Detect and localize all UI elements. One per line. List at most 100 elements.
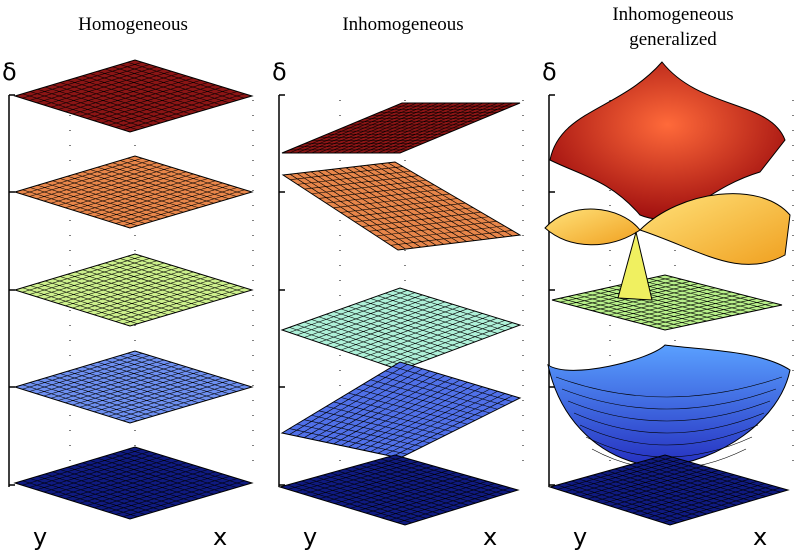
mesh-line: [387, 162, 513, 237]
y-axis-label: y: [33, 523, 47, 551]
mesh-line: [127, 255, 245, 293]
mesh-line: [348, 381, 468, 448]
mesh-line: [656, 276, 774, 308]
mesh-line: [370, 315, 491, 361]
mesh-line: [97, 264, 214, 302]
x-axis-label: x: [753, 523, 767, 551]
mesh-line: [72, 173, 194, 211]
mesh-line: [72, 368, 194, 406]
mesh-line: [573, 412, 765, 434]
mesh-line: [362, 386, 483, 451]
mesh-line: [101, 377, 223, 415]
mesh-line: [640, 298, 757, 324]
mesh-line: [79, 273, 201, 311]
mesh-line: [354, 207, 474, 223]
mesh-line: [392, 322, 513, 368]
mesh-line: [115, 478, 238, 515]
mesh-line: [101, 182, 223, 220]
mesh-line: [363, 102, 484, 154]
mesh-line: [352, 166, 475, 241]
mesh-line: [397, 487, 511, 523]
mesh-line: [370, 102, 491, 154]
mesh-line: [89, 364, 207, 401]
z-axis-label: δ: [2, 58, 17, 86]
mesh-line: [348, 308, 468, 353]
mesh-line: [380, 163, 505, 238]
mesh-line: [348, 392, 468, 425]
mesh-line: [86, 373, 209, 410]
mesh-line: [127, 157, 245, 195]
mesh-line: [82, 462, 199, 500]
mesh-line: [115, 382, 238, 419]
mesh-line: [656, 302, 774, 329]
mesh-line: [89, 267, 207, 304]
mesh-line: [383, 225, 505, 241]
mesh-line: [112, 162, 230, 200]
mesh-line: [119, 451, 237, 488]
mesh-line: [621, 466, 744, 504]
mesh-line: [97, 70, 214, 108]
mesh-line: [79, 466, 201, 504]
mesh-line: [112, 453, 230, 491]
mesh-line: [377, 295, 498, 334]
mesh-line: [82, 269, 199, 307]
mesh-line: [608, 289, 724, 316]
mesh-line: [340, 306, 461, 351]
y-axis-label: y: [573, 523, 587, 551]
mesh-line: [359, 165, 483, 240]
mesh-line: [119, 258, 237, 295]
mesh-line: [119, 355, 237, 392]
mesh-line: [632, 281, 749, 313]
panel-title: Homogeneous: [78, 14, 188, 35]
z-axis-label: δ: [542, 58, 557, 86]
mesh-line: [632, 478, 750, 514]
surface: [281, 161, 522, 251]
mesh-line: [122, 384, 245, 422]
mesh-line: [380, 458, 504, 495]
mesh-line: [647, 483, 766, 519]
surface: [549, 61, 786, 220]
mesh-line: [104, 68, 222, 106]
mesh-line: [104, 359, 222, 397]
mesh-line: [127, 352, 245, 390]
mesh-line: [657, 456, 781, 493]
mesh-line: [89, 169, 207, 206]
mesh-line: [127, 448, 245, 486]
mesh-line: [358, 476, 472, 512]
mesh-line: [348, 102, 469, 154]
mesh-line: [72, 77, 194, 115]
mesh-line: [363, 313, 483, 358]
x-axis-label: x: [213, 523, 227, 551]
mesh-line: [348, 306, 468, 345]
mesh-line: [122, 189, 245, 227]
mesh-line: [366, 462, 490, 500]
mesh-line: [104, 164, 222, 202]
mesh-line: [654, 485, 773, 521]
mesh-line: [104, 455, 222, 493]
mesh-line: [344, 468, 469, 506]
mesh-line: [93, 180, 216, 218]
mesh-line: [390, 230, 513, 246]
mesh-line: [617, 474, 735, 509]
mesh-line: [392, 366, 513, 403]
mesh-line: [358, 464, 483, 502]
mesh-line: [355, 388, 476, 421]
mesh-line: [392, 102, 513, 154]
mesh-line: [355, 102, 476, 154]
mesh-line: [579, 424, 759, 446]
mesh-line: [93, 375, 216, 413]
mesh-line: [72, 271, 194, 309]
mesh-line: [648, 278, 766, 309]
mesh-line: [122, 287, 245, 325]
mesh-line: [362, 211, 481, 227]
mesh-line: [112, 260, 230, 298]
mesh-line: [385, 320, 506, 366]
mesh-line: [97, 361, 214, 399]
surface: [617, 231, 653, 301]
mesh-line: [385, 102, 506, 154]
mesh-line: [640, 280, 758, 311]
mesh-line: [82, 75, 199, 113]
mesh-line: [342, 472, 457, 507]
mesh-line: [97, 166, 214, 204]
mesh-line: [648, 300, 766, 327]
